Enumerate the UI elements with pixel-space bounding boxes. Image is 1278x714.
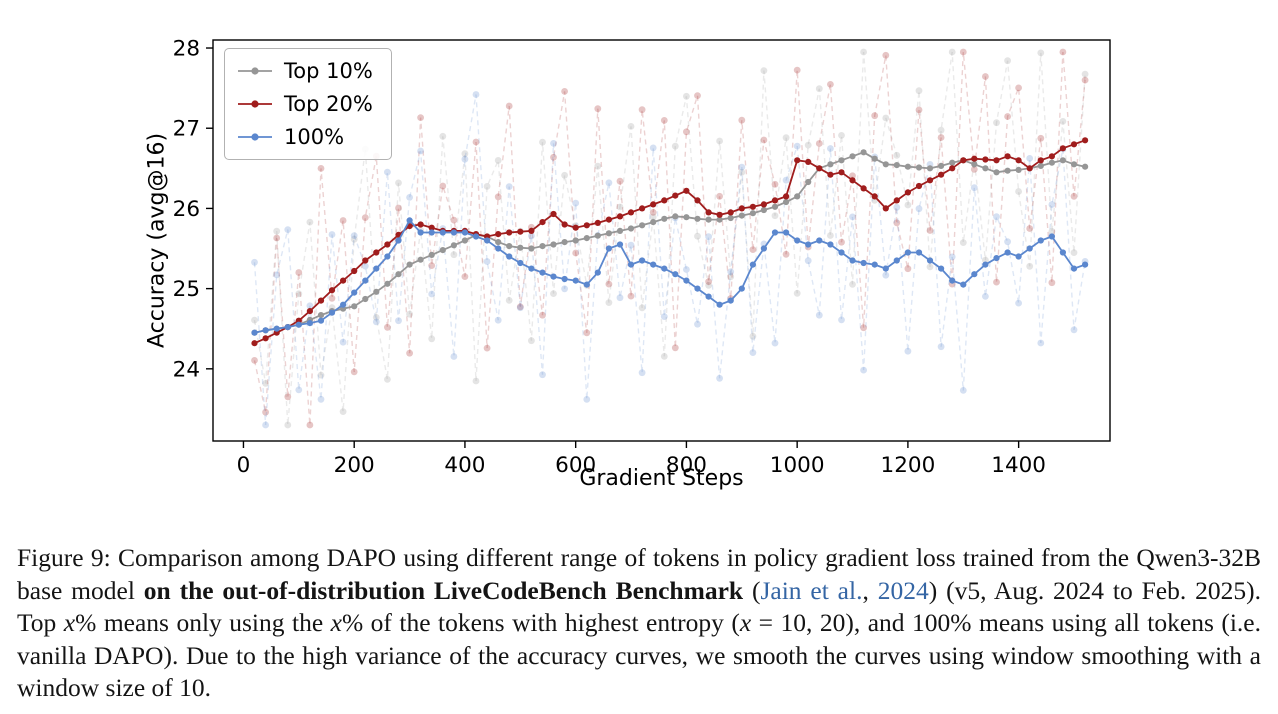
axes: 0 200 400 600 800 1000 1200 1400 24 25 26 27 28	[173, 37, 1111, 478]
x-tick-label: 1400	[991, 453, 1046, 478]
series-top-20-	[251, 137, 1089, 347]
legend-item-100-: 100%	[237, 125, 373, 149]
x-tick-label: 0	[237, 453, 251, 478]
y-tick-label: 24	[173, 357, 200, 382]
x-tick-label: 600	[555, 453, 596, 478]
caption-text: x	[330, 608, 342, 637]
citation-link[interactable]: 2024	[877, 575, 929, 605]
legend-marker-icon	[238, 133, 272, 141]
x-tick-label: 1000	[770, 453, 825, 478]
legend-marker-icon	[238, 100, 272, 108]
y-tick-label: 26	[173, 197, 200, 222]
raw-series-top-20-	[251, 48, 1089, 429]
y-tick-label: 27	[173, 117, 200, 142]
citation-link[interactable]: Jain et al.	[760, 575, 863, 605]
y-axis-label: Accuracy (avg@16)	[144, 132, 170, 349]
x-tick-label: 800	[666, 453, 707, 478]
y-tick-label: 25	[173, 277, 200, 302]
caption-text: = 10, 20), and 100% means using all toke…	[17, 608, 1261, 702]
caption-text: % means only using the	[75, 608, 331, 637]
caption-text: on the out-of-distribution LiveCodeBench…	[143, 575, 744, 605]
series-100-	[251, 217, 1089, 336]
caption-text: (	[743, 575, 761, 605]
caption-text: x	[63, 608, 76, 637]
legend-label: 100%	[284, 125, 345, 149]
caption-text: % of the tokens with highest entropy (	[341, 608, 740, 637]
caption-text: ,	[862, 575, 878, 605]
legend-marker-icon	[238, 67, 272, 75]
raw-series-top-10-	[251, 48, 1089, 429]
caption-text: ) (v5, Aug. 2024 to Feb. 2025). Top	[17, 575, 1261, 638]
x-tick-label: 200	[334, 453, 375, 478]
legend-item-top-10-: Top 10%	[237, 59, 373, 83]
x-axis-label: Gradient Steps	[579, 466, 744, 491]
x-tick-label: 1200	[881, 453, 936, 478]
caption-text: Figure 9: Comparison among DAPO using di…	[17, 543, 1261, 605]
legend-item-top-20-: Top 20%	[237, 92, 373, 116]
y-tick-label: 28	[173, 37, 200, 62]
chart-legend: Top 10% Top 20% 100%	[224, 48, 392, 160]
accuracy-line-chart: 0 200 400 600 800 1000 1200 1400 24 25 26 27 28	[173, 37, 1111, 478]
figure-caption: Figure 9: Comparison among DAPO using di…	[17, 542, 1261, 705]
legend-label: Top 20%	[284, 92, 373, 116]
legend-label: Top 10%	[284, 59, 373, 83]
x-tick-label: 400	[444, 453, 485, 478]
caption-text: x	[739, 608, 752, 637]
